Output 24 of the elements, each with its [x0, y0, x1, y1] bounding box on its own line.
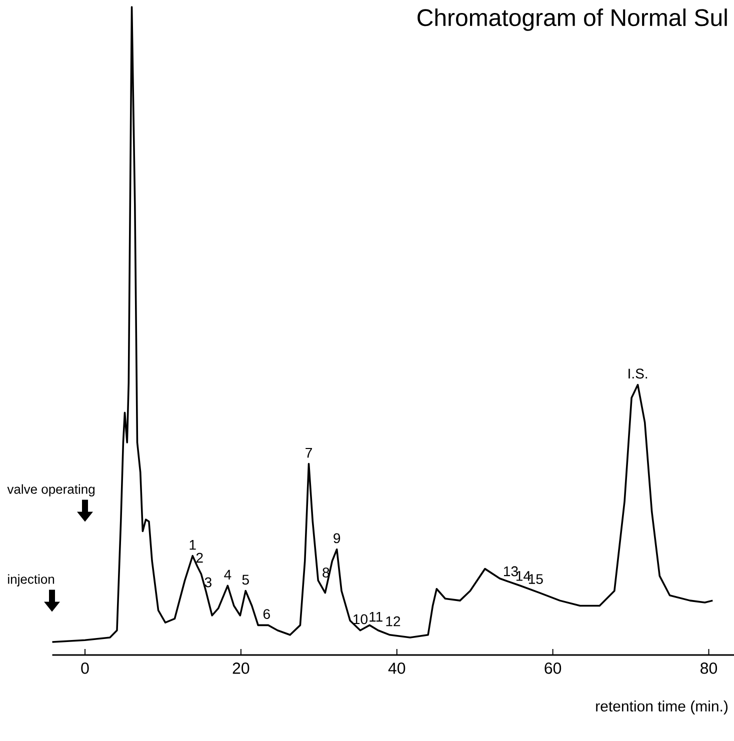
annotation: 6 [263, 609, 270, 619]
annotation: 11 [370, 612, 382, 622]
annotation: 12 [386, 616, 400, 626]
annotation: 5 [242, 574, 249, 585]
annotation: injection [8, 574, 54, 586]
x-tick-label: 40 [388, 662, 406, 674]
annotation: 13 [504, 566, 518, 576]
x-tick-label: 60 [544, 662, 562, 674]
annotation: 3 [204, 577, 212, 588]
annotation: 4 [224, 570, 232, 580]
x-tick-label: 80 [700, 662, 718, 674]
annotation: 2 [196, 552, 203, 563]
annotation: 7 [306, 448, 312, 458]
annotation: 9 [334, 533, 340, 544]
x-axis-title: retention time (min.) [596, 700, 728, 715]
x-tick-label: 20 [232, 662, 250, 674]
annotation: 10 [354, 614, 368, 624]
annotation: 14 [516, 571, 531, 581]
annotation: valve operating [7, 484, 95, 496]
x-tick-label: 0 [81, 662, 89, 674]
annotation: 1 [190, 540, 196, 550]
annotation: 15 [528, 574, 543, 584]
annotation: I.S. [628, 368, 648, 379]
chart-title: Chromatogram of Normal Sul [418, 8, 727, 31]
